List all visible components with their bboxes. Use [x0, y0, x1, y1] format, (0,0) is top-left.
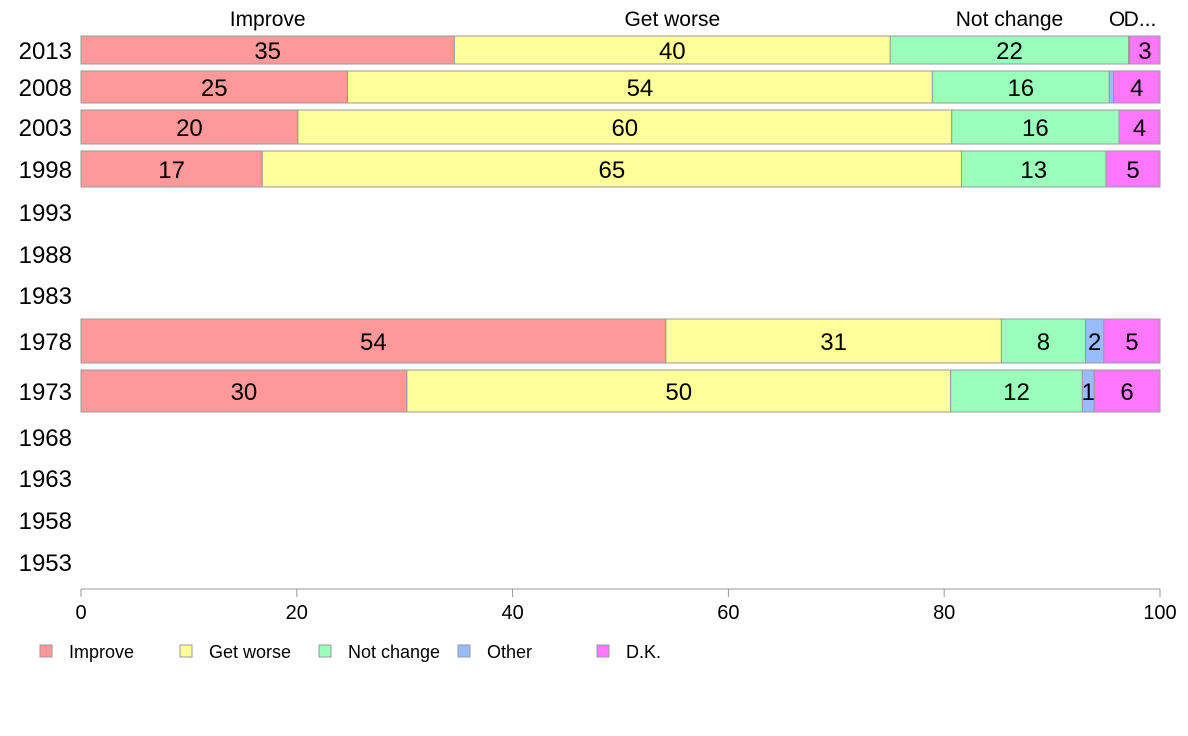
bar-1998-get-worse	[261, 150, 962, 188]
year-label-1998: 1998	[19, 157, 72, 184]
bar-2013-d-k	[1129, 35, 1161, 65]
bar-2008-not-change	[931, 70, 1110, 104]
legend-swatch-not-change	[318, 644, 332, 658]
data-label-1998-improve: 17	[158, 157, 185, 184]
data-label-1998-d-k: 5	[1126, 157, 1139, 184]
data-label-2013-improve: 35	[254, 38, 281, 65]
data-label-1978-improve: 54	[360, 329, 387, 356]
data-label-1998-get-worse: 65	[599, 157, 626, 184]
x-tick-label-100: 100	[1143, 602, 1176, 624]
year-label-1978: 1978	[19, 329, 72, 356]
year-label-group: 2013 2008 2003 1998 1993 1988 1983 1978 1973 1968…	[19, 38, 72, 577]
bar-1973-not-change	[950, 369, 1083, 413]
bar-1978-not-change	[1000, 318, 1087, 364]
data-label-2008-not-change: 16	[1007, 75, 1034, 102]
bar-1998-d-k	[1105, 150, 1161, 188]
year-label-1988: 1988	[19, 242, 72, 269]
data-label-1998-not-change: 13	[1020, 157, 1047, 184]
data-label-1978-d-k: 5	[1125, 329, 1138, 356]
legend-label-not-change: Not change	[348, 642, 440, 662]
bar-1978-d-k	[1103, 318, 1161, 364]
data-label-1973-improve: 30	[231, 379, 258, 406]
data-label-1978-get-worse: 31	[820, 329, 847, 356]
column-header-not-change: Not change	[956, 8, 1063, 31]
x-tick-label-40: 40	[501, 602, 523, 624]
column-header-improve: Improve	[230, 8, 306, 31]
year-label-1968: 1968	[19, 425, 72, 452]
year-label-1993: 1993	[19, 200, 72, 227]
legend-label-get-worse: Get worse	[209, 642, 291, 662]
bar-2008-other	[1108, 70, 1115, 104]
year-label-1973: 1973	[19, 379, 72, 406]
bar-1973-get-worse	[406, 369, 952, 413]
legend-label-other: Other	[487, 642, 532, 662]
legend-swatch-other	[457, 644, 471, 658]
bar-2008-get-worse	[347, 70, 933, 104]
bar-1998-improve	[80, 150, 263, 188]
bar-2003-d-k	[1118, 109, 1161, 145]
year-label-1963: 1963	[19, 466, 72, 493]
data-label-2013-d-k: 3	[1138, 38, 1151, 65]
x-tick-label-80: 80	[933, 602, 955, 624]
column-header-group: Improve Get worse Not change OD...	[230, 8, 1157, 31]
x-tick-label-0: 0	[75, 602, 86, 624]
x-tick-label-20: 20	[286, 602, 308, 624]
legend-swatch-get-worse	[179, 644, 193, 658]
column-header-d: D...	[1124, 8, 1157, 31]
legend-label-improve: Improve	[69, 642, 134, 662]
data-label-1973-d-k: 6	[1120, 379, 1133, 406]
data-label-2008-d-k: 4	[1130, 75, 1143, 102]
bar-2003-not-change	[951, 109, 1120, 145]
year-label-1953: 1953	[19, 550, 72, 577]
year-label-2013: 2013	[19, 38, 72, 65]
bar-group: 35 40 22 325 54 16 420 60 16 417 65 13 554 31 8 2 530 50 1…	[80, 35, 1161, 413]
bar-2008-improve	[80, 70, 349, 104]
data-label-1973-other: 1	[1082, 379, 1095, 406]
data-label-1973-not-change: 12	[1003, 379, 1030, 406]
data-label-2013-not-change: 22	[996, 38, 1023, 65]
legend-label-d-k: D.K.	[626, 642, 661, 662]
year-label-1958: 1958	[19, 508, 72, 535]
legend-swatch-improve	[39, 644, 53, 658]
legend-swatch-d-k	[596, 644, 610, 658]
bar-2003-improve	[80, 109, 299, 145]
data-label-2003-d-k: 4	[1133, 115, 1146, 142]
year-label-1983: 1983	[19, 283, 72, 310]
year-label-2008: 2008	[19, 75, 72, 102]
data-label-1973-get-worse: 50	[665, 379, 692, 406]
bar-1973-d-k	[1093, 369, 1161, 413]
bar-2013-get-worse	[453, 35, 891, 65]
bar-1978-get-worse	[665, 318, 1002, 364]
data-label-1978-other: 2	[1088, 329, 1101, 356]
bar-2008-d-k	[1113, 70, 1161, 104]
column-header-o: O	[1109, 8, 1125, 31]
column-header-get-worse: Get worse	[624, 8, 720, 31]
legend: Improve Get worse Not change Other D.K.	[39, 642, 661, 662]
data-label-1978-not-change: 8	[1037, 329, 1050, 356]
bar-1973-improve	[80, 369, 408, 413]
data-label-2008-improve: 25	[201, 75, 228, 102]
data-label-2013-get-worse: 40	[659, 38, 686, 65]
bar-1998-not-change	[960, 150, 1107, 188]
data-label-2003-improve: 20	[176, 115, 203, 142]
data-label-2003-get-worse: 60	[611, 115, 638, 142]
data-label-2003-not-change: 16	[1022, 115, 1049, 142]
x-axis: 0 20 40 60 80 100	[75, 588, 1177, 624]
x-tick-label-60: 60	[717, 602, 739, 624]
data-label-2008-get-worse: 54	[627, 75, 654, 102]
bar-1978-improve	[80, 318, 667, 364]
year-label-2003: 2003	[19, 115, 72, 142]
